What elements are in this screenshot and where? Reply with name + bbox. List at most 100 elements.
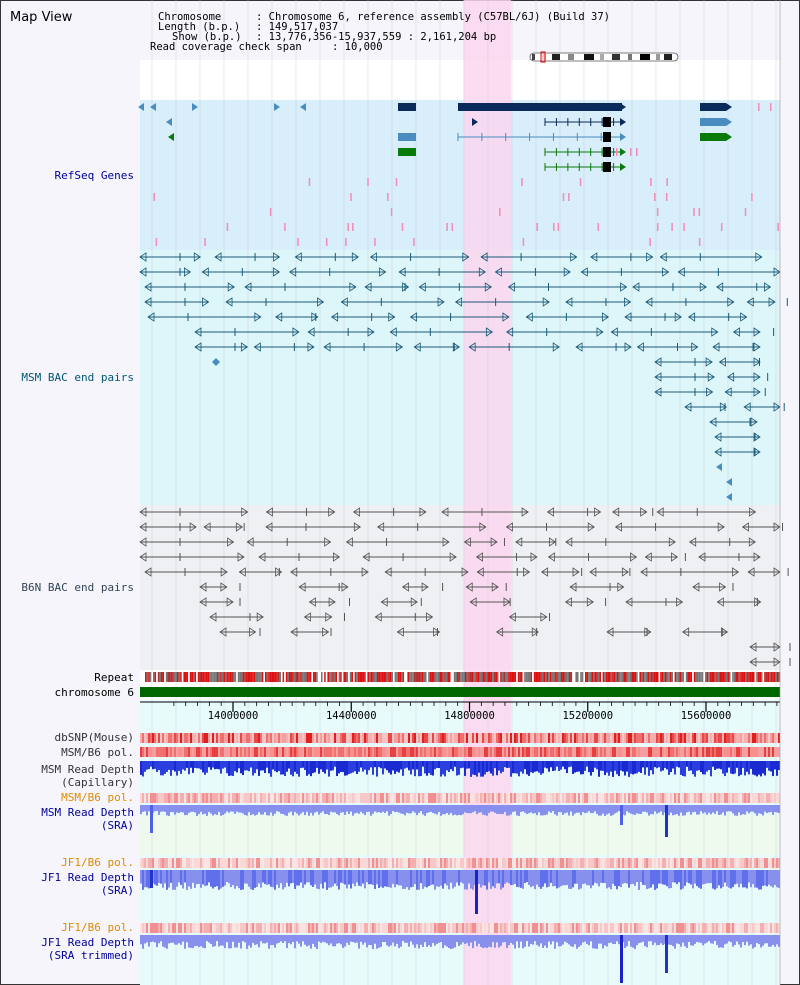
dbsnp-cell — [446, 733, 448, 743]
msm-sra-depth — [508, 805, 510, 816]
msm-pol-cell — [226, 747, 228, 757]
jf1-pol2-cell — [272, 923, 274, 933]
jf1-trim-depth — [416, 935, 418, 945]
b6n-bac-end — [719, 582, 727, 592]
dbsnp-cell — [718, 733, 720, 743]
msm-cap-depth — [146, 761, 148, 770]
jf1-sra-depth — [148, 870, 150, 889]
msm-sra-depth — [624, 805, 626, 816]
jf1-pol2-cell — [480, 923, 482, 933]
msm-bac-end — [389, 327, 397, 337]
repeat-bar — [637, 672, 640, 682]
msm-bac-label[interactable]: MSM BAC end pairs — [21, 371, 134, 384]
jf1-pol-cell — [346, 858, 348, 868]
msm-sra-depth — [450, 805, 452, 813]
jf1-trim-depth — [540, 935, 542, 944]
dbsnp-cell — [578, 733, 580, 743]
dbsnp-cell — [624, 733, 626, 743]
msm-pol2-cell — [414, 793, 416, 803]
dbsnp-cell — [274, 733, 276, 743]
jf1-b6-pol-label: JF1/B6 pol. — [61, 856, 134, 869]
msm-pol2-cell — [596, 793, 598, 803]
msm-bac-end — [244, 282, 252, 292]
msm-bac-end — [601, 312, 610, 322]
msm-pol2-cell — [158, 793, 160, 803]
jf1-sra-depth — [448, 870, 450, 890]
msm-pol-cell — [768, 747, 770, 757]
msm-pol2-cell — [776, 793, 778, 803]
msm-pol-cell — [476, 747, 478, 757]
msm-pol2-cell — [296, 793, 298, 803]
repeat-bar — [719, 672, 721, 682]
jf1-pol2-cell — [468, 923, 470, 933]
msm-pol2-cell — [654, 793, 656, 803]
msm-pol2-cell — [702, 793, 704, 803]
dbsnp-cell — [242, 733, 244, 743]
msm-cap-depth — [680, 761, 682, 775]
jf1-pol-cell — [632, 858, 634, 868]
msm-pol2-cell — [686, 793, 688, 803]
jf1-pol-cell — [762, 858, 764, 868]
jf1-pol-cell — [570, 858, 572, 868]
dbsnp-cell — [638, 733, 640, 743]
refseq-genes-label[interactable]: RefSeq Genes — [54, 169, 134, 182]
b6n-bac-label[interactable]: B6N BAC end pairs — [21, 581, 134, 594]
jf1-pol-cell — [162, 858, 164, 868]
b6n-bac-end — [753, 552, 761, 562]
msm-sra-depth — [776, 805, 778, 813]
msm-pol2-cell — [240, 793, 242, 803]
msm-pol2-cell — [642, 793, 644, 803]
repeat-bar — [621, 672, 624, 682]
msm-pol-cell — [706, 747, 708, 757]
jf1-sra-depth — [512, 870, 514, 885]
jf1-pol2-cell — [278, 923, 280, 933]
msm-sra-depth — [478, 805, 480, 813]
msm-pol-cell — [576, 747, 578, 757]
jf1-sra-depth — [460, 870, 462, 883]
jf1-pol2-cell — [386, 923, 388, 933]
b6n-bac-end — [362, 552, 370, 562]
msm-sra-depth — [352, 805, 354, 816]
msm-cap-depth — [558, 761, 560, 771]
jf1-sra-depth — [248, 870, 250, 887]
jf1-sra-depth — [352, 870, 354, 884]
msm-sra-depth — [200, 805, 202, 812]
jf1-trim-depth — [766, 935, 768, 944]
jf1-pol-cell — [544, 858, 546, 868]
msm-sra-depth — [480, 805, 482, 813]
msm-sra-depth — [572, 805, 574, 816]
msm-bac-end — [369, 252, 377, 262]
chromosome-label: Chromosome — [158, 11, 222, 23]
repeat-bar — [327, 672, 329, 682]
jf1-trim-depth — [276, 935, 278, 944]
msm-pol-cell — [752, 747, 754, 757]
msm-pol-cell — [374, 747, 376, 757]
msm-sra-depth — [446, 805, 448, 813]
jf1-pol-cell — [252, 858, 254, 868]
repeat-bar — [308, 672, 310, 682]
repeat-bar — [562, 672, 565, 682]
jf1-pol2-cell — [232, 923, 234, 933]
msm-cap-depth — [226, 761, 228, 774]
jf1-pol2-cell — [434, 923, 436, 933]
msm-pol2-cell — [626, 793, 628, 803]
msm-pol2-cell — [216, 793, 218, 803]
jf1-pol2-cell — [404, 923, 406, 933]
dbsnp-cell — [614, 733, 616, 743]
msm-cap-depth — [352, 761, 354, 773]
dbsnp-cell — [148, 733, 150, 743]
jf1-sra-depth — [586, 870, 588, 886]
msm-cap-depth — [446, 761, 448, 771]
repeat-bar — [212, 672, 214, 682]
msm-cap-depth — [196, 761, 198, 769]
msm-cap-depth — [708, 761, 710, 770]
repeat-bar — [201, 672, 203, 682]
msm-pol2-cell — [370, 793, 372, 803]
msm-cap-depth — [396, 761, 398, 772]
dbsnp-cell — [286, 733, 288, 743]
dbsnp-cell — [398, 733, 400, 743]
jf1-trim-depth — [196, 935, 198, 946]
small-gene — [650, 178, 652, 186]
msm-pol-cell — [276, 747, 278, 757]
